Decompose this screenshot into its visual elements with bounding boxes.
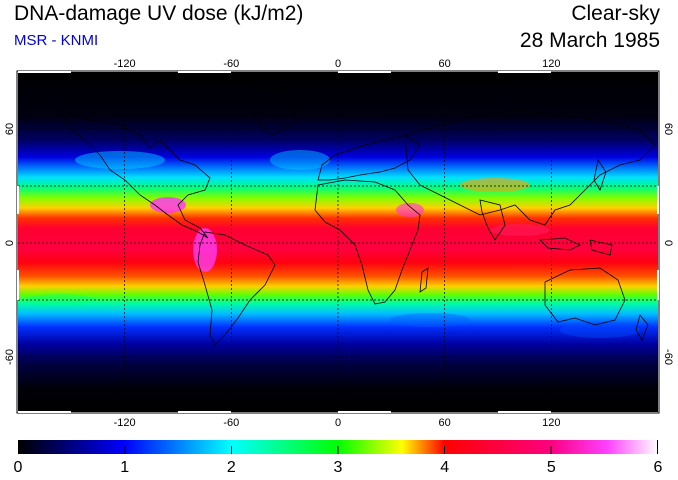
lon-tick-bottom: 60 xyxy=(439,417,451,429)
lat-tick-right: 60 xyxy=(662,123,674,135)
lat-tick-left: 60 xyxy=(4,123,16,135)
lat-tick-left: -60 xyxy=(4,349,16,365)
lon-tick-bottom: -120 xyxy=(114,417,136,429)
graticule xyxy=(18,72,658,412)
lat-tick-right: -60 xyxy=(662,349,674,365)
lat-tick-left: 0 xyxy=(4,240,16,246)
lon-tick-top: 0 xyxy=(335,58,341,70)
lon-tick-top: 60 xyxy=(439,58,451,70)
frame-tick-bars xyxy=(17,71,659,413)
colorbar-label: 1 xyxy=(120,459,130,476)
lon-tick-bottom: 120 xyxy=(542,417,560,429)
colorbar-label: 6 xyxy=(653,459,663,476)
lat-tick-right: 0 xyxy=(662,240,674,246)
date-label: 28 March 1985 xyxy=(519,29,660,52)
lon-tick-top: 120 xyxy=(542,58,560,70)
chart-title: DNA-damage UV dose (kJ/m2) xyxy=(14,2,304,25)
colorbar-label: 0 xyxy=(13,459,23,476)
colorbar-ticks xyxy=(18,440,658,454)
sky-condition-label: Clear-sky xyxy=(571,2,660,25)
lon-tick-top: -120 xyxy=(114,58,136,70)
lon-tick-top: -60 xyxy=(223,58,239,70)
colorbar-label: 5 xyxy=(546,459,556,476)
lon-tick-bottom: -60 xyxy=(223,417,239,429)
source-credit: MSR - KNMI xyxy=(14,32,99,49)
lon-tick-bottom: 0 xyxy=(335,417,341,429)
colorbar-label: 3 xyxy=(333,459,343,476)
coastlines xyxy=(59,87,656,346)
colorbar-label: 2 xyxy=(226,459,236,476)
colorbar-label: 4 xyxy=(440,459,450,476)
